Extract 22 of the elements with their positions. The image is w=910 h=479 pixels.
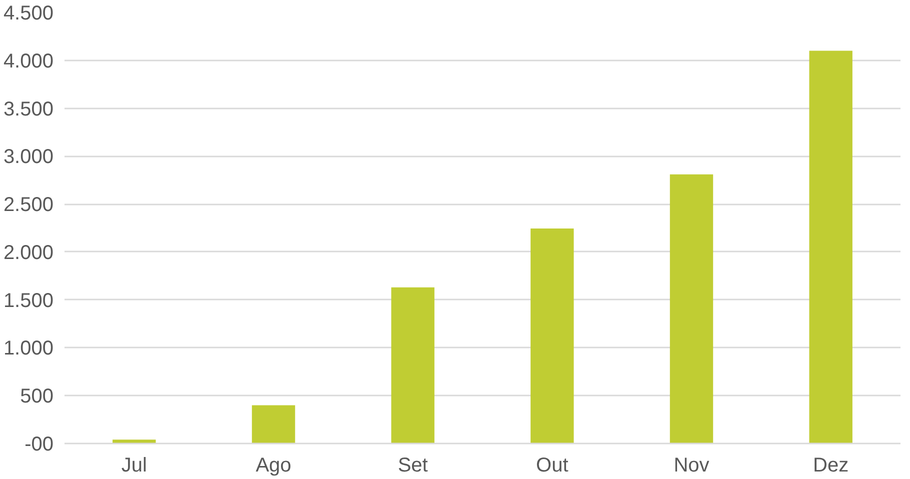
x-tick-label: Dez (813, 454, 849, 476)
x-tick-label: Ago (256, 454, 292, 476)
x-tick-label: Out (536, 454, 569, 476)
bar (391, 287, 434, 444)
x-tick-label: Jul (121, 454, 147, 476)
y-tick-label: 2.000 (3, 242, 54, 264)
y-tick-label: 500 (20, 386, 54, 408)
y-tick-label: -00 (24, 434, 54, 456)
y-tick-label: 3.000 (3, 146, 54, 168)
x-tick-label: Nov (674, 454, 710, 476)
y-tick-label: 4.500 (3, 2, 54, 24)
bar (252, 405, 296, 444)
y-tick-label: 3.500 (3, 98, 54, 120)
y-tick-label: 1.500 (3, 290, 54, 312)
x-tick-label: Set (398, 454, 428, 476)
bar (809, 50, 852, 444)
y-tick-label: 1.000 (3, 338, 54, 360)
y-tick-label: 4.000 (3, 50, 54, 72)
bar (112, 440, 156, 444)
bar (670, 174, 714, 444)
bar (530, 228, 574, 444)
y-tick-label: 2.500 (3, 194, 54, 216)
